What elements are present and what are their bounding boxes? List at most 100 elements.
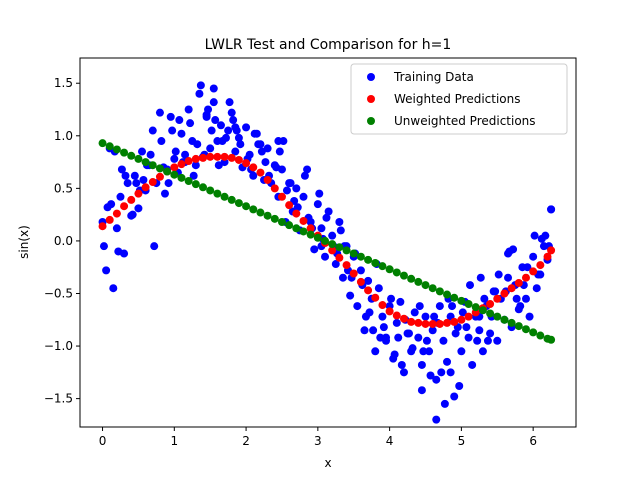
data-point — [541, 231, 550, 240]
data-point — [360, 326, 369, 335]
data-point — [414, 277, 423, 286]
data-point — [417, 360, 426, 369]
data-point — [493, 312, 502, 321]
data-point — [257, 147, 266, 156]
data-point — [193, 140, 202, 149]
data-point — [493, 294, 502, 303]
data-point — [282, 186, 291, 195]
x-tick-label: 1 — [170, 434, 178, 448]
data-point — [457, 347, 466, 356]
data-point — [378, 262, 387, 271]
data-point — [356, 266, 365, 275]
data-point — [532, 284, 541, 293]
data-point — [494, 270, 503, 279]
data-point — [335, 243, 344, 252]
data-point — [249, 163, 258, 172]
data-point — [335, 218, 344, 226]
data-point — [425, 347, 434, 356]
data-point — [263, 175, 272, 184]
data-point — [134, 154, 143, 163]
data-point — [446, 368, 455, 377]
data-point — [141, 183, 150, 192]
data-point — [105, 142, 114, 151]
data-point — [451, 329, 460, 338]
data-point — [435, 319, 444, 328]
data-point — [371, 347, 380, 356]
data-point — [224, 126, 233, 135]
data-point — [530, 231, 539, 240]
data-point — [397, 360, 406, 369]
chart-title: LWLR Test and Comparison for h=1 — [205, 37, 452, 53]
data-point — [512, 294, 521, 303]
legend-marker — [367, 117, 375, 125]
data-point — [382, 333, 391, 342]
data-point — [181, 150, 190, 159]
data-point — [256, 168, 265, 177]
data-point — [98, 139, 107, 148]
data-point — [466, 281, 474, 290]
data-point — [116, 192, 125, 201]
data-point — [440, 399, 449, 408]
data-point — [378, 301, 387, 310]
data-point — [148, 178, 157, 187]
data-point — [432, 375, 441, 384]
data-point — [336, 226, 345, 235]
data-point — [155, 108, 164, 117]
data-point — [112, 224, 121, 233]
legend-marker — [367, 95, 375, 103]
data-point — [275, 147, 284, 156]
data-point — [163, 167, 172, 176]
data-point — [274, 137, 283, 146]
data-point — [523, 263, 532, 272]
data-point — [170, 163, 179, 172]
data-point — [443, 290, 452, 299]
data-point — [177, 173, 186, 182]
data-point — [432, 415, 441, 424]
data-point — [256, 208, 265, 217]
data-point — [328, 240, 337, 249]
data-point — [525, 312, 534, 321]
data-point — [443, 318, 452, 327]
legend-entry-label: Unweighted Predictions — [394, 114, 536, 128]
data-point — [500, 289, 509, 298]
data-point — [483, 336, 492, 345]
data-point — [214, 161, 223, 170]
data-point — [199, 153, 208, 162]
data-point — [114, 247, 123, 256]
data-point — [166, 112, 175, 121]
data-point — [414, 318, 423, 327]
data-point — [148, 161, 157, 170]
data-point — [428, 284, 437, 293]
data-point — [155, 172, 164, 181]
data-point — [514, 278, 523, 287]
data-point — [263, 211, 272, 220]
data-point — [270, 184, 279, 193]
x-tick-label: 0 — [99, 434, 107, 448]
data-point — [364, 255, 373, 264]
legend-entry-label: Weighted Predictions — [394, 92, 521, 106]
data-point — [130, 171, 139, 180]
data-point — [184, 105, 193, 114]
data-point — [439, 336, 448, 345]
data-point — [364, 286, 373, 295]
data-point — [507, 318, 516, 327]
data-point — [422, 336, 431, 345]
data-point — [371, 293, 380, 302]
data-point — [342, 246, 351, 255]
data-point — [353, 302, 362, 311]
data-point — [134, 189, 143, 198]
data-point — [369, 326, 378, 335]
data-point — [473, 336, 482, 345]
data-point — [529, 328, 538, 337]
data-point — [191, 161, 200, 170]
data-point — [407, 274, 416, 283]
data-point — [231, 147, 240, 156]
data-point — [392, 318, 401, 327]
x-tick-label: 5 — [458, 434, 466, 448]
data-point — [121, 171, 130, 180]
data-point — [464, 300, 473, 308]
data-point — [206, 152, 215, 161]
data-point — [157, 137, 166, 146]
data-point — [387, 294, 396, 303]
data-point — [437, 368, 446, 377]
